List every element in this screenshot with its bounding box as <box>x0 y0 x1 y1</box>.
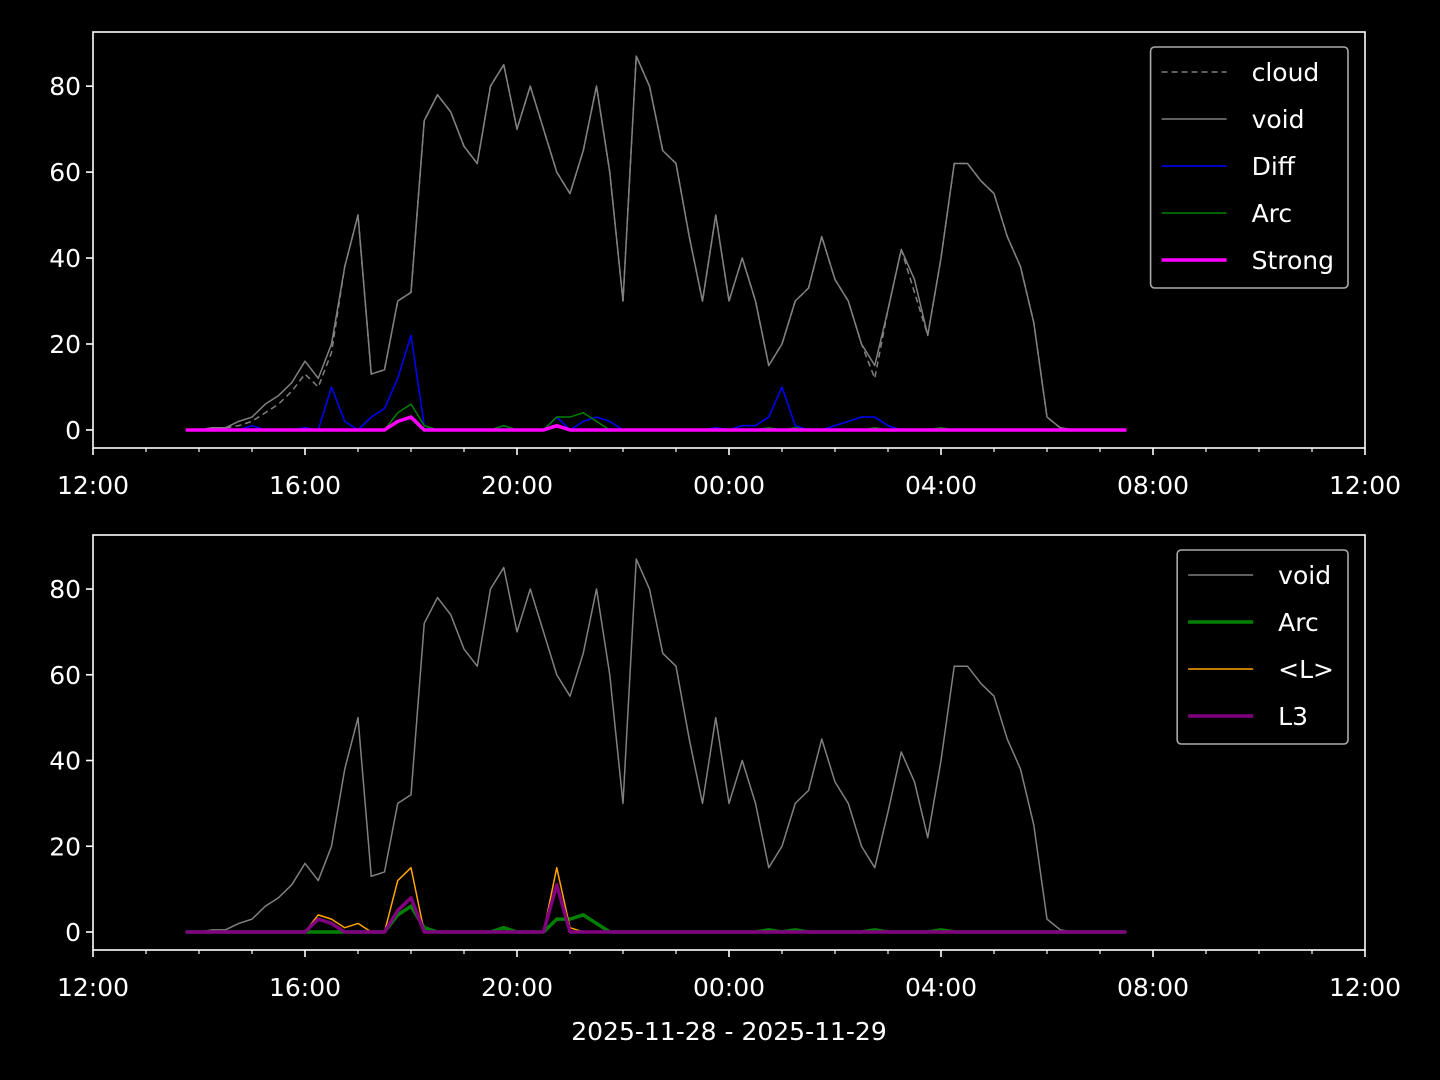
x-tick-label: 04:00 <box>905 973 977 1002</box>
legend-label: <L> <box>1278 655 1334 684</box>
y-tick-label: 40 <box>49 747 81 776</box>
legend-label: L3 <box>1278 702 1308 731</box>
y-tick-label: 40 <box>49 244 81 273</box>
series-line <box>185 558 1127 933</box>
x-tick-label: 12:00 <box>57 973 129 1002</box>
y-tick-label: 0 <box>65 416 81 445</box>
y-tick-label: 20 <box>49 832 81 861</box>
legend-label: cloud <box>1252 58 1320 87</box>
x-tick-label: 08:00 <box>1117 973 1189 1002</box>
x-tick-label: 12:00 <box>57 471 129 500</box>
x-tick-label: 12:00 <box>1329 471 1401 500</box>
y-tick-label: 80 <box>49 72 81 101</box>
legend-frame <box>1176 549 1349 745</box>
y-tick-label: 60 <box>49 158 81 187</box>
y-tick-label: 20 <box>49 330 81 359</box>
x-tick-label: 08:00 <box>1117 471 1189 500</box>
legend-label: Diff <box>1252 152 1296 181</box>
x-tick-label: 00:00 <box>693 471 765 500</box>
legend-label: void <box>1278 561 1331 590</box>
series-line <box>185 415 1127 432</box>
x-tick-label: 16:00 <box>269 973 341 1002</box>
legend: cloud void Diff Arc Strong <box>1149 46 1349 289</box>
x-tick-label: 12:00 <box>1329 973 1401 1002</box>
y-tick-label: 0 <box>65 918 81 947</box>
legend-label: Arc <box>1278 608 1319 637</box>
x-tick-label: 16:00 <box>269 471 341 500</box>
legend-label: void <box>1252 105 1305 134</box>
x-tick-label: 20:00 <box>481 973 553 1002</box>
legend-label: Arc <box>1252 199 1293 228</box>
series-line <box>185 883 1127 934</box>
legend: void Arc <L> L3 <box>1176 549 1349 745</box>
x-tick-label: 04:00 <box>905 471 977 500</box>
legend-label: Strong <box>1252 246 1334 275</box>
x-axis-label: 2025-11-28 - 2025-11-29 <box>571 1017 887 1046</box>
series-line <box>185 55 1127 431</box>
x-tick-label: 20:00 <box>481 471 553 500</box>
legend-frame <box>1149 46 1349 289</box>
x-tick-label: 00:00 <box>693 973 765 1002</box>
y-tick-label: 60 <box>49 661 81 690</box>
y-tick-label: 80 <box>49 575 81 604</box>
